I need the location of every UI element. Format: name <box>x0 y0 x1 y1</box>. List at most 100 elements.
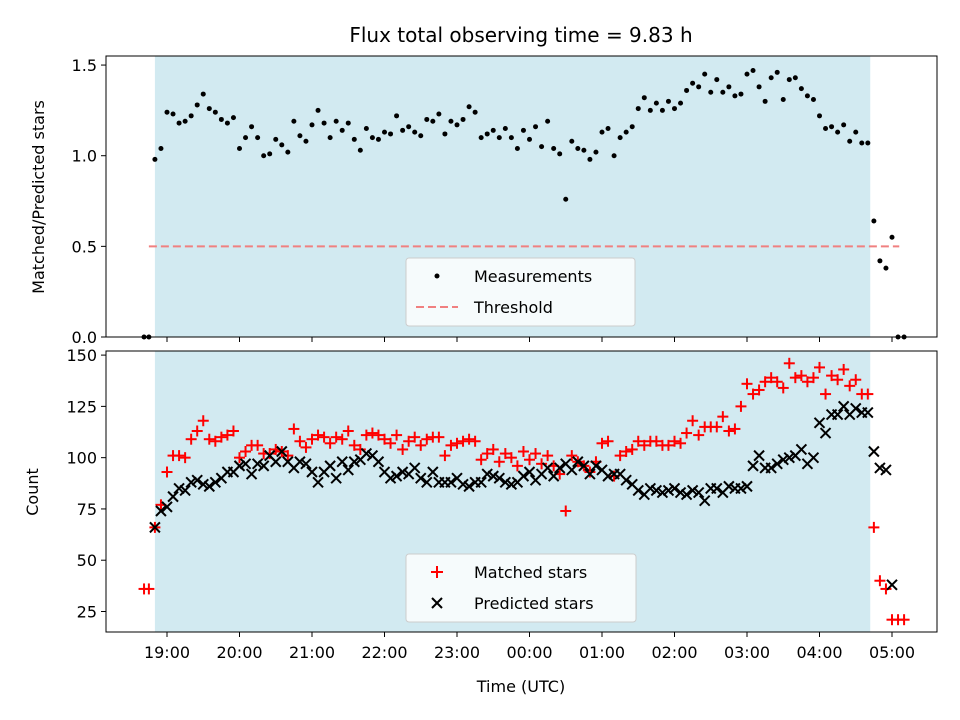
matched-point-123 <box>880 583 892 595</box>
measurement-point-103 <box>762 98 768 104</box>
measurement-point-62 <box>514 145 520 151</box>
predicted-point-83 <box>650 484 663 497</box>
predicted-point-43 <box>409 462 421 474</box>
matched-point-27 <box>300 441 312 453</box>
predicted-point-66 <box>547 470 560 482</box>
measurement-point-104 <box>768 75 774 81</box>
matched-point-70 <box>560 505 572 517</box>
matched-point-29 <box>312 429 324 441</box>
matched-point-9 <box>191 425 203 437</box>
predicted-point-86 <box>668 482 681 495</box>
matched-point-34 <box>342 425 354 437</box>
ratio-legend: Measurements Threshold <box>405 257 636 327</box>
legend-matched-stars: Matched stars <box>474 563 587 582</box>
matched-point-108 <box>789 372 801 384</box>
matched-point-106 <box>777 382 789 394</box>
measurement-point-80 <box>623 129 629 135</box>
measurement-point-37 <box>363 126 369 132</box>
x-tick-label-1: 20:00 <box>216 643 262 662</box>
measurement-point-72 <box>575 145 581 151</box>
measurement-point-71 <box>569 138 575 144</box>
measurement-point-61 <box>508 135 514 141</box>
measurement-point-106 <box>780 97 786 103</box>
predicted-point-57 <box>493 472 505 484</box>
x-tick-label-0: 19:00 <box>144 643 190 662</box>
measurement-point-33 <box>339 127 345 133</box>
predicted-point-5 <box>179 484 191 497</box>
matched-point-117 <box>844 380 856 392</box>
y-tick-label-2: 1.0 <box>72 147 97 166</box>
predicted-point-26 <box>306 466 318 478</box>
measurement-point-31 <box>327 135 333 141</box>
matched-point-97 <box>723 425 735 437</box>
predicted-point-100 <box>753 449 765 462</box>
predicted-point-75 <box>602 470 614 482</box>
matched-point-30 <box>318 431 330 443</box>
measurement-point-93 <box>702 71 708 77</box>
matched-point-91 <box>687 415 699 427</box>
measurement-point-13 <box>218 116 224 122</box>
predicted-point-87 <box>674 486 687 499</box>
predicted-point-110 <box>813 417 826 429</box>
y-tick-label-3: 100 <box>66 449 97 468</box>
measurement-point-16 <box>237 145 242 151</box>
measurement-point-88 <box>672 106 677 112</box>
matched-point-38 <box>366 427 378 439</box>
measurement-point-111 <box>810 97 816 103</box>
matched-point-76 <box>596 437 608 449</box>
matched-point-100 <box>741 378 753 390</box>
measurement-point-5 <box>170 111 176 117</box>
measurement-point-58 <box>490 127 496 133</box>
predicted-point-111 <box>819 427 832 439</box>
predicted-point-90 <box>692 486 705 499</box>
measurement-point-36 <box>357 147 363 153</box>
matched-point-62 <box>511 460 523 472</box>
measurement-point-110 <box>804 93 810 99</box>
y-tick-label-1: 50 <box>77 551 97 570</box>
measurement-point-17 <box>243 135 249 141</box>
legend-matched-marker <box>431 566 443 578</box>
matched-point-8 <box>185 433 197 445</box>
predicted-point-103 <box>771 458 783 470</box>
measurement-point-96 <box>720 89 726 95</box>
matched-point-83 <box>638 439 650 451</box>
matched-point-105 <box>771 376 783 388</box>
matched-point-13 <box>215 431 227 443</box>
matched-point-59 <box>493 456 505 468</box>
measurement-point-48 <box>430 118 436 124</box>
predicted-point-65 <box>541 462 554 474</box>
measurement-point-47 <box>424 116 430 122</box>
matched-point-82 <box>632 435 644 447</box>
predicted-star-points <box>149 400 898 591</box>
measurement-point-90 <box>684 87 690 93</box>
predicted-point-37 <box>372 456 385 468</box>
count-y-axis-label: Count <box>23 468 42 516</box>
measurement-point-42 <box>394 113 400 119</box>
measurement-point-102 <box>756 84 762 90</box>
matched-point-112 <box>814 361 825 373</box>
measurement-point-70 <box>563 196 569 202</box>
predicted-point-58 <box>499 476 512 488</box>
measurement-point-116 <box>841 122 847 128</box>
matched-point-92 <box>693 429 705 441</box>
count-legend: Matched stars Predicted stars <box>405 553 637 623</box>
measurement-point-120 <box>865 140 871 146</box>
matched-point-79 <box>614 450 626 462</box>
measurement-point-63 <box>520 127 526 133</box>
predicted-point-41 <box>396 466 409 478</box>
measurement-point-14 <box>224 120 230 126</box>
predicted-point-46 <box>427 466 439 478</box>
measurement-point-45 <box>412 129 418 135</box>
predicted-point-114 <box>837 400 850 413</box>
predicted-point-119 <box>868 445 880 458</box>
measurement-point-113 <box>823 126 829 132</box>
predicted-point-69 <box>566 464 578 476</box>
measurement-point-18 <box>249 124 255 130</box>
predicted-point-72 <box>584 468 596 480</box>
measurement-point-24 <box>285 149 291 155</box>
measurement-point-119 <box>859 140 865 146</box>
measurement-point-46 <box>418 133 424 139</box>
matched-star-points <box>138 357 910 626</box>
measurement-point-50 <box>442 131 448 137</box>
measurement-point-69 <box>557 151 563 157</box>
